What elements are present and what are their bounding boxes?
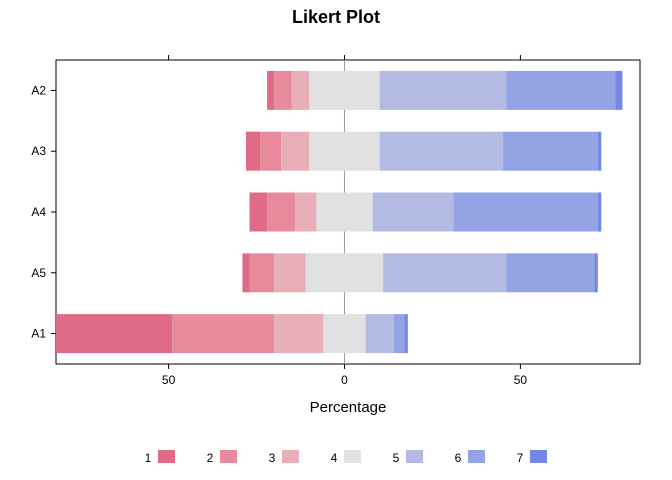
bar-a4-level-3 — [295, 192, 317, 232]
y-tick-label-a4: A4 — [31, 205, 46, 219]
bar-a2-level-2 — [274, 70, 292, 110]
bar-a1-level-3 — [274, 314, 324, 354]
legend-swatch-1 — [158, 450, 175, 463]
bar-a2-level-5 — [379, 70, 507, 110]
bar-a2-level-1 — [267, 70, 275, 110]
bar-a3-level-6 — [502, 131, 598, 171]
legend-swatch-2 — [220, 450, 237, 463]
bar-a3-level-4 — [309, 131, 380, 171]
legend-label-6: 6 — [455, 451, 462, 465]
bar-a3-level-2 — [260, 131, 282, 171]
legend-swatch-7 — [530, 450, 547, 463]
legend-label-2: 2 — [207, 451, 214, 465]
bar-a5-level-6 — [506, 253, 595, 293]
legend-label-7: 7 — [517, 451, 524, 465]
bars-group — [56, 70, 623, 354]
bar-a5-level-2 — [249, 253, 275, 293]
bar-a4-level-7 — [597, 192, 602, 232]
bar-a3-level-7 — [597, 131, 602, 171]
bar-a4-level-2 — [267, 192, 296, 232]
x-tick-label: 0 — [341, 373, 348, 387]
bar-a4-level-1 — [249, 192, 268, 232]
y-tick-label-a1: A1 — [31, 327, 46, 341]
legend-label-3: 3 — [269, 451, 276, 465]
bar-a5-level-7 — [594, 253, 598, 293]
bar-a5-level-5 — [383, 253, 507, 293]
chart-title: Likert Plot — [292, 7, 380, 27]
bar-a3-level-5 — [379, 131, 503, 171]
bar-a1-level-2 — [172, 314, 275, 354]
bar-a2-level-3 — [291, 70, 310, 110]
bar-a4-level-5 — [372, 192, 454, 232]
bar-a2-level-4 — [309, 70, 380, 110]
y-tick-label-a5: A5 — [31, 266, 46, 280]
bar-a4-level-4 — [316, 192, 373, 232]
bar-a3-level-1 — [245, 131, 261, 171]
x-tick-label: 50 — [162, 373, 176, 387]
axes-group: A2 A3 A4 A5 A1 50 0 50 — [31, 55, 527, 387]
y-tick-label-a2: A2 — [31, 83, 46, 97]
bar-a1-level-7 — [404, 314, 408, 354]
bar-a4-level-6 — [453, 192, 598, 232]
bar-a5-level-4 — [305, 253, 384, 293]
y-tick-label-a3: A3 — [31, 144, 46, 158]
bar-a1-level-6 — [393, 314, 405, 354]
legend-label-4: 4 — [331, 451, 338, 465]
legend-label-1: 1 — [145, 451, 152, 465]
legend: 1 2 3 4 5 6 7 — [145, 450, 547, 465]
bar-a5-level-1 — [242, 253, 250, 293]
bar-a2-level-7 — [615, 70, 623, 110]
legend-swatch-4 — [344, 450, 361, 463]
legend-swatch-6 — [468, 450, 485, 463]
legend-swatch-5 — [406, 450, 423, 463]
bar-a1-level-1 — [56, 314, 173, 354]
bar-a2-level-6 — [506, 70, 616, 110]
legend-swatch-3 — [282, 450, 299, 463]
legend-label-5: 5 — [393, 451, 400, 465]
x-axis-title: Percentage — [310, 399, 387, 416]
x-tick-label: 50 — [514, 373, 528, 387]
bar-a1-level-4 — [323, 314, 366, 354]
bar-a3-level-3 — [281, 131, 310, 171]
bar-a5-level-3 — [274, 253, 306, 293]
bar-a1-level-5 — [365, 314, 394, 354]
